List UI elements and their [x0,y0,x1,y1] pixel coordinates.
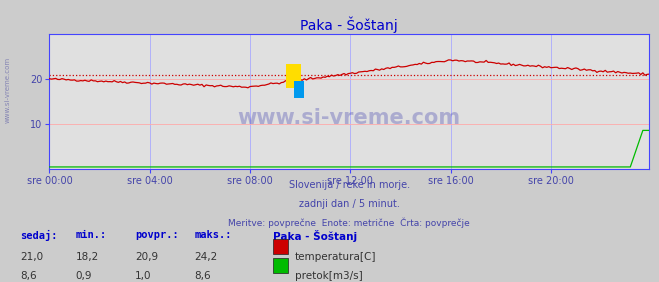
Text: maks.:: maks.: [194,230,232,240]
FancyBboxPatch shape [294,81,304,98]
Text: Paka - Šoštanj: Paka - Šoštanj [273,230,358,242]
Text: Slovenija / reke in morje.: Slovenija / reke in morje. [289,180,410,190]
Text: povpr.:: povpr.: [135,230,179,240]
Text: zadnji dan / 5 minut.: zadnji dan / 5 minut. [299,199,400,209]
Text: 8,6: 8,6 [194,271,211,281]
Text: 21,0: 21,0 [20,252,43,262]
Text: sedaj:: sedaj: [20,230,57,241]
Text: temperatura[C]: temperatura[C] [295,252,376,262]
Text: 24,2: 24,2 [194,252,217,262]
Text: 8,6: 8,6 [20,271,36,281]
Text: pretok[m3/s]: pretok[m3/s] [295,271,362,281]
Text: 1,0: 1,0 [135,271,152,281]
Text: 0,9: 0,9 [76,271,92,281]
Text: 18,2: 18,2 [76,252,99,262]
Text: www.si-vreme.com: www.si-vreme.com [238,108,461,128]
Title: Paka - Šoštanj: Paka - Šoštanj [301,16,398,33]
Text: 20,9: 20,9 [135,252,158,262]
Text: www.si-vreme.com: www.si-vreme.com [5,57,11,123]
Text: min.:: min.: [76,230,107,240]
Text: Meritve: povprečne  Enote: metrične  Črta: povprečje: Meritve: povprečne Enote: metrične Črta:… [229,217,470,228]
FancyBboxPatch shape [286,64,301,88]
